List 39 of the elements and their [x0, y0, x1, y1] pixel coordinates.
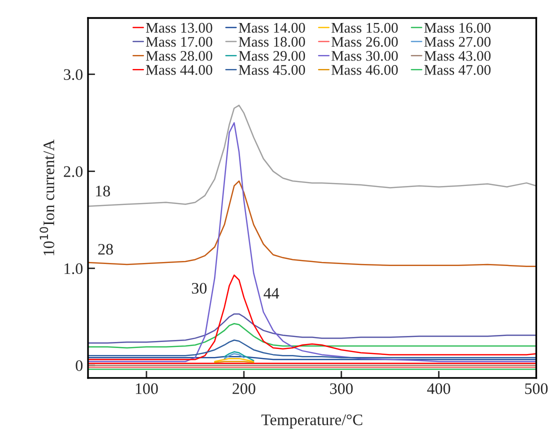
- legend-label: Mass 27.00: [424, 36, 491, 47]
- y-tick-label: 2.0: [64, 166, 83, 178]
- legend-label: Mass 16.00: [424, 22, 491, 33]
- y-tick-label: 0: [76, 360, 83, 372]
- y-tick-label: 3.0: [64, 69, 83, 80]
- line-series: [88, 313, 536, 344]
- legend-label: Mass 13.00: [146, 22, 212, 33]
- legend-label: Mass 45.00: [238, 65, 306, 75]
- legend-label: Mass 15.00: [332, 22, 398, 33]
- annotation: 18: [96, 186, 110, 196]
- x-tick-label: 100: [136, 383, 158, 394]
- line-series: [88, 323, 536, 349]
- annotation: 30: [192, 282, 207, 294]
- legend-label: Mass 14.00: [238, 22, 306, 33]
- line-series: [88, 274, 536, 360]
- x-tick-label: 200: [232, 383, 256, 394]
- annotation: 28: [98, 244, 113, 255]
- x-tick-label: 500: [525, 383, 548, 394]
- line-series: [88, 104, 536, 207]
- y-axis-title: 10$^{10}$Ion current/A: [40, 140, 54, 256]
- x-tick-label: 300: [330, 383, 353, 394]
- line-series: [88, 122, 536, 362]
- legend-label: Mass 17.00: [146, 36, 212, 47]
- line-series: [224, 351, 254, 362]
- legend-label: Mass 30.00: [332, 50, 398, 61]
- legend-label: Mass 47.00: [424, 65, 491, 75]
- y-tick-label: 1.0: [64, 263, 83, 274]
- legend-label: Mass 28.00: [146, 50, 212, 61]
- line-series: [88, 180, 536, 268]
- legend-label: Mass 43.00: [424, 50, 491, 61]
- legend-label: Mass 44.00: [146, 65, 212, 75]
- legend-label: Mass 46.00: [332, 65, 398, 75]
- x-axis-title: Temperature/°C: [261, 414, 362, 428]
- legend-label: Mass 26.00: [332, 36, 398, 47]
- legend-label: Mass 29.00: [238, 50, 306, 61]
- line-series: [88, 340, 536, 358]
- x-tick-label: 400: [427, 383, 450, 394]
- legend-label: Mass 18.00: [238, 36, 306, 47]
- annotation: 44: [264, 288, 280, 299]
